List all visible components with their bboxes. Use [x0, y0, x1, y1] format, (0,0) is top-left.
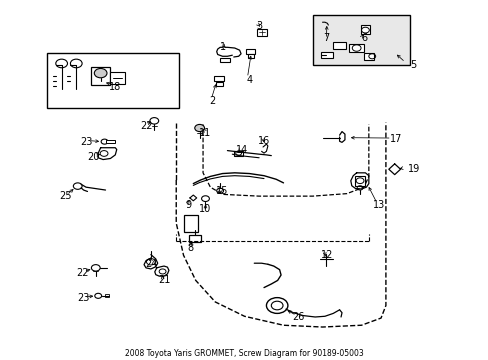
- Bar: [246, 49, 255, 54]
- Text: 18: 18: [109, 82, 121, 92]
- Bar: [110, 72, 125, 84]
- Bar: [214, 76, 224, 81]
- Text: 11: 11: [199, 129, 211, 138]
- Bar: [106, 140, 115, 143]
- Text: 23: 23: [80, 138, 92, 147]
- Text: 12: 12: [321, 250, 333, 260]
- Text: 2008 Toyota Yaris GROMMET, Screw Diagram for 90189-05003: 2008 Toyota Yaris GROMMET, Screw Diagram…: [125, 349, 363, 358]
- Text: 1: 1: [219, 42, 225, 52]
- Bar: [354, 176, 365, 186]
- Text: 3: 3: [256, 21, 262, 31]
- Text: 21: 21: [158, 275, 170, 285]
- Bar: [215, 82, 222, 86]
- Bar: [183, 215, 197, 232]
- Bar: [188, 234, 201, 242]
- Bar: [312, 15, 409, 65]
- Text: 20: 20: [87, 152, 100, 162]
- Bar: [363, 53, 373, 59]
- Text: 4: 4: [246, 75, 252, 85]
- Text: 6: 6: [360, 33, 366, 43]
- Text: 22: 22: [141, 121, 153, 131]
- Bar: [219, 58, 230, 62]
- Bar: [333, 42, 345, 49]
- Bar: [91, 67, 110, 85]
- Text: 5: 5: [409, 60, 416, 70]
- Text: 14: 14: [235, 144, 248, 154]
- Bar: [247, 54, 253, 58]
- Bar: [256, 29, 267, 36]
- Bar: [104, 294, 109, 297]
- Text: 8: 8: [187, 243, 194, 253]
- Text: 7: 7: [323, 33, 329, 43]
- Text: 24: 24: [145, 259, 158, 269]
- Text: 23: 23: [77, 293, 90, 303]
- Bar: [321, 52, 333, 58]
- Text: 2: 2: [209, 96, 216, 106]
- Text: 19: 19: [407, 164, 419, 174]
- Text: 25: 25: [59, 191, 71, 201]
- Text: 17: 17: [388, 134, 401, 144]
- Text: 26: 26: [291, 312, 304, 322]
- Text: 16: 16: [257, 136, 269, 145]
- Circle shape: [94, 68, 107, 78]
- Text: 10: 10: [199, 204, 211, 214]
- Text: 9: 9: [185, 200, 191, 210]
- Text: 22: 22: [76, 268, 89, 278]
- Bar: [360, 25, 369, 34]
- Bar: [348, 44, 363, 52]
- Circle shape: [194, 125, 204, 132]
- Bar: [47, 53, 178, 108]
- Text: 15: 15: [216, 186, 228, 196]
- Bar: [234, 150, 243, 156]
- Text: 13: 13: [372, 200, 384, 210]
